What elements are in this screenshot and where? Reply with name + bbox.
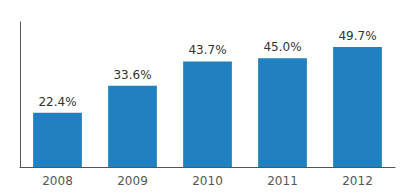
svg-text:2008: 2008 bbox=[42, 174, 73, 188]
svg-text:45.0%: 45.0% bbox=[263, 40, 301, 54]
svg-text:2010: 2010 bbox=[192, 174, 223, 188]
svg-text:33.6%: 33.6% bbox=[113, 68, 151, 82]
svg-text:2011: 2011 bbox=[267, 174, 298, 188]
svg-text:2009: 2009 bbox=[117, 174, 148, 188]
svg-text:43.7%: 43.7% bbox=[188, 43, 226, 57]
svg-text:22.4%: 22.4% bbox=[38, 95, 76, 109]
svg-text:2012: 2012 bbox=[342, 174, 373, 188]
svg-text:49.7%: 49.7% bbox=[338, 29, 376, 43]
